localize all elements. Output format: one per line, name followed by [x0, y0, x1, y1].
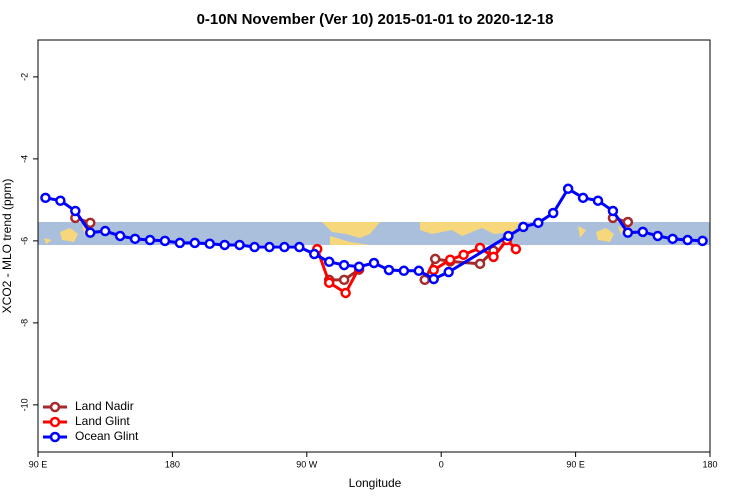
data-point: [488, 251, 499, 263]
data-point: [70, 205, 81, 217]
data-point: [174, 237, 186, 249]
data-point: [429, 253, 441, 265]
data-point: [428, 264, 439, 276]
legend-label: Land Glint: [75, 414, 130, 428]
x-tick-label: 0: [439, 459, 444, 469]
data-point: [607, 205, 619, 217]
legend-label: Land Nadir: [75, 399, 134, 413]
data-point: [474, 258, 486, 270]
data-point: [697, 235, 708, 247]
data-point: [547, 207, 559, 219]
legend-label: Ocean Glint: [75, 429, 139, 443]
data-point: [652, 230, 663, 242]
chart-title: 0-10N November (Ver 10) 2015-01-01 to 20…: [197, 11, 554, 28]
data-point: [682, 234, 693, 246]
data-point: [55, 195, 66, 206]
data-point: [383, 264, 395, 276]
x-tick-label: 90 E: [29, 459, 48, 469]
data-point: [458, 249, 469, 261]
data-point: [219, 239, 230, 251]
data-point: [249, 241, 260, 253]
legend-marker: [49, 416, 61, 428]
legend-marker: [49, 401, 61, 413]
data-point: [309, 248, 320, 260]
y-tick-label: -8: [19, 319, 29, 327]
data-point: [323, 277, 335, 288]
x-tick-label: 180: [165, 459, 180, 469]
y-tick-label: -6: [19, 237, 29, 245]
data-point: [592, 195, 604, 206]
data-point: [338, 274, 350, 286]
data-point: [368, 257, 380, 269]
data-point: [204, 238, 215, 249]
data-point: [443, 266, 454, 278]
data-point: [667, 233, 678, 245]
data-point: [144, 234, 156, 246]
data-point: [510, 243, 522, 255]
y-tick-label: -10: [19, 398, 29, 411]
data-point: [518, 221, 529, 233]
data-point: [323, 256, 335, 268]
data-point: [264, 241, 275, 253]
y-axis-label: XCO2 - MLO trend (ppm): [0, 179, 14, 314]
data-point: [99, 225, 111, 237]
x-tick-label: 180: [702, 459, 717, 469]
y-tick-label: -4: [19, 155, 29, 163]
legend-marker: [49, 431, 61, 443]
data-point: [444, 254, 456, 265]
data-point: [533, 217, 544, 229]
data-point: [622, 216, 634, 228]
series-line: [315, 248, 361, 296]
x-tick-label: 90 E: [566, 459, 585, 469]
data-point: [189, 237, 201, 249]
data-point: [398, 265, 410, 277]
data-point: [428, 273, 439, 285]
data-point: [85, 217, 96, 229]
x-tick-label: 90 W: [296, 459, 318, 469]
data-point: [503, 230, 514, 242]
data-point: [622, 227, 634, 238]
data-point: [637, 226, 649, 238]
data-point: [85, 227, 96, 238]
data-point: [413, 265, 425, 277]
data-point: [340, 287, 351, 299]
data-point: [234, 239, 245, 251]
data-point: [338, 259, 350, 271]
map-strip: [38, 222, 710, 245]
data-point: [40, 192, 51, 204]
data-point: [129, 233, 141, 245]
data-point: [562, 183, 574, 195]
data-point: [114, 230, 126, 242]
data-point: [159, 235, 171, 247]
data-point: [294, 241, 305, 253]
x-axis-label: Longitude: [349, 476, 402, 490]
data-point: [577, 192, 589, 204]
data-point: [353, 261, 365, 272]
y-tick-label: -2: [19, 73, 29, 81]
data-point: [279, 241, 290, 253]
plot-frame: [37, 39, 711, 453]
